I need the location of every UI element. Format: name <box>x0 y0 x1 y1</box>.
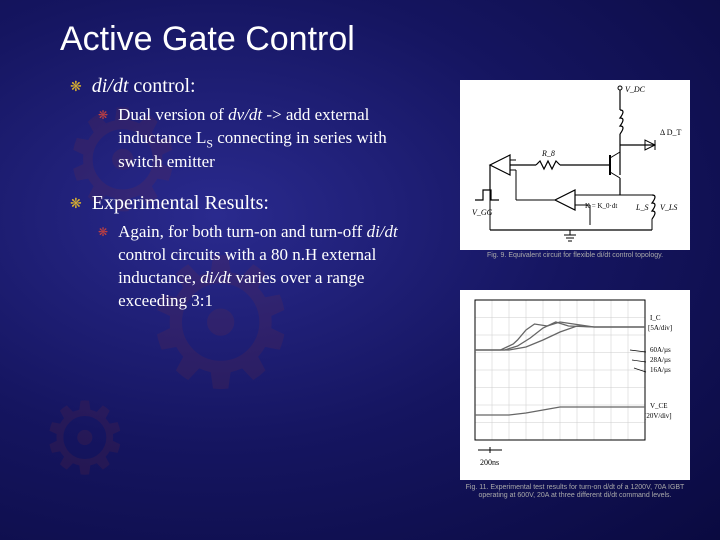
bullet-1-sub: ❋ Dual version of dv/dt -> add external … <box>98 104 410 174</box>
bullet-icon: ❋ <box>70 79 82 96</box>
bullet-1-text: di/dt control: <box>92 75 196 98</box>
bullet-2: ❋ Experimental Results: <box>70 192 410 215</box>
bg-gear: ⚙ <box>40 380 130 497</box>
svg-text:V_LS: V_LS <box>660 203 677 212</box>
bullet-1-suffix: control: <box>128 75 195 97</box>
didt-italic: di/dt <box>367 222 398 241</box>
svg-text:[5A/div]: [5A/div] <box>648 324 672 332</box>
sub-bullet-icon: ❋ <box>98 225 108 240</box>
slide-title: Active Gate Control <box>60 20 355 59</box>
t: Again, for both turn-on and turn-off <box>118 222 367 241</box>
didt-italic: di/dt <box>92 75 129 97</box>
sub-bullet-icon: ❋ <box>98 108 108 123</box>
bullet-1-sub-text: Dual version of dv/dt -> add external in… <box>118 104 410 174</box>
svg-text:60A/µs: 60A/µs <box>650 346 671 354</box>
circuit-caption: Fig. 9. Equivalent circuit for flexible … <box>460 252 690 260</box>
svg-text:K = K_0·dt: K = K_0·dt <box>585 202 617 210</box>
bullet-icon: ❋ <box>70 196 82 213</box>
bullet-1: ❋ di/dt control: <box>70 75 410 98</box>
svg-text:R_8: R_8 <box>541 149 555 158</box>
circuit-figure: V_DC Δ D_T R_8 V_GG <box>460 80 690 250</box>
svg-text:28A/µs: 28A/µs <box>650 356 671 364</box>
chart-caption: Fig. 11. Experimental test results for t… <box>460 484 690 501</box>
svg-text:Δ D_T: Δ D_T <box>660 128 681 137</box>
svg-text:V_DC: V_DC <box>625 85 646 94</box>
svg-text:V_CE: V_CE <box>650 402 668 410</box>
dvdt-italic: dv/dt <box>228 105 262 124</box>
t: Dual version of <box>118 105 228 124</box>
bullet-2-sub: ❋ Again, for both turn-on and turn-off d… <box>98 221 410 313</box>
svg-text:[20V/div]: [20V/div] <box>644 412 672 420</box>
svg-text:I_C: I_C <box>650 314 661 322</box>
bullet-2-sub-text: Again, for both turn-on and turn-off di/… <box>118 221 410 313</box>
didt-italic: di/dt <box>200 268 231 287</box>
x-marker: 200ns <box>480 458 499 467</box>
ls-subscript: S <box>206 136 213 150</box>
experiment-chart: 200ns I_C [5A/div] 60A/µs 28A/µs 16A/µs … <box>460 290 690 480</box>
bullet-2-text: Experimental Results: <box>92 192 269 215</box>
svg-text:L_S: L_S <box>635 203 648 212</box>
content-area: ❋ di/dt control: ❋ Dual version of dv/dt… <box>70 75 410 331</box>
svg-text:16A/µs: 16A/µs <box>650 366 671 374</box>
